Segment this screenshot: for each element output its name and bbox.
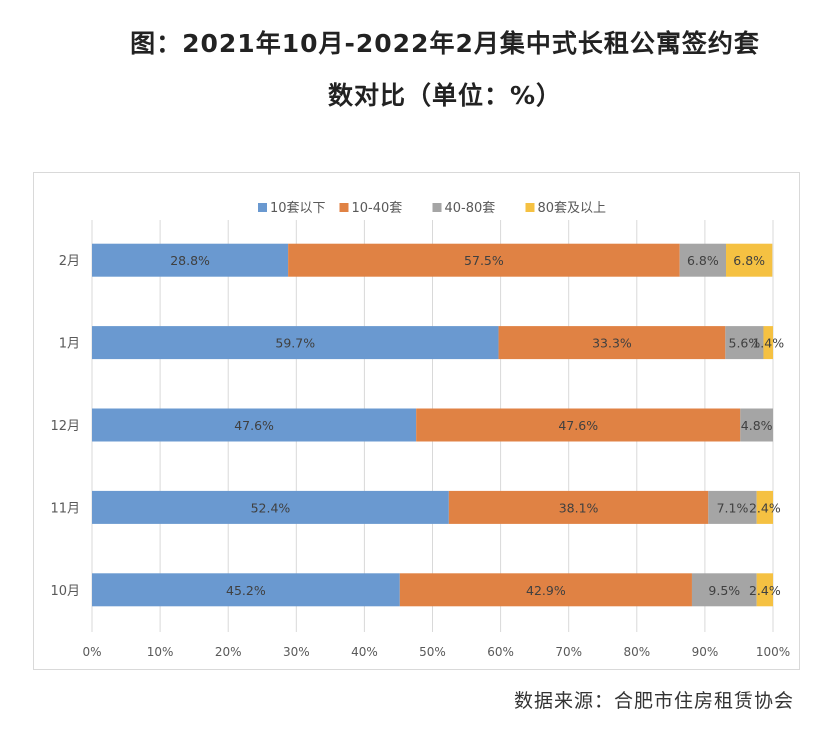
x-tick-label: 100% (756, 645, 790, 659)
bar-segment (756, 490, 773, 524)
legend-label: 10-40套 (352, 200, 403, 216)
chart-title-line2: 数对比（单位：%） (327, 81, 563, 110)
legend-label: 80套及以上 (538, 200, 607, 216)
data-label: 57.5% (464, 253, 504, 268)
data-label: 45.2% (226, 583, 266, 598)
source-note: 数据来源：合肥市住房租赁协会 (513, 690, 794, 712)
data-label: 1.4% (752, 336, 784, 351)
bar-segment (756, 573, 773, 607)
x-tick-label: 40% (351, 645, 378, 659)
x-tick-label: 90% (692, 645, 719, 659)
legend-swatch (339, 203, 349, 212)
y-category-label: 2月 (59, 254, 80, 269)
data-label: 6.8% (687, 253, 719, 268)
data-label: 47.6% (558, 418, 598, 433)
legend-swatch (432, 203, 442, 212)
bar-segment (740, 408, 773, 442)
bar-segment (448, 490, 709, 524)
x-tick-label: 80% (623, 645, 650, 659)
x-tick-label: 30% (283, 645, 310, 659)
data-label: 2.4% (749, 583, 781, 598)
bar-segment (92, 573, 400, 607)
bar-segment (691, 573, 757, 607)
data-label: 38.1% (559, 500, 599, 515)
legend-swatch (258, 203, 267, 212)
bar-segment (92, 326, 499, 360)
y-category-label: 11月 (50, 501, 80, 516)
data-label: 47.6% (234, 418, 274, 433)
data-label: 7.1% (717, 500, 749, 515)
x-tick-label: 60% (487, 645, 514, 659)
bar-segment (416, 408, 741, 442)
legend-label: 10套以下 (270, 200, 326, 216)
bar-segment (726, 243, 773, 277)
data-label: 5.6% (729, 336, 761, 351)
data-label: 6.8% (733, 253, 765, 268)
legend-label: 40-80套 (445, 200, 496, 216)
data-label: 52.4% (251, 500, 291, 515)
x-tick-label: 20% (215, 645, 242, 659)
bar-segment (92, 243, 289, 277)
data-label: 33.3% (592, 336, 632, 351)
bar-segment (498, 326, 726, 360)
bar-segment (708, 490, 757, 524)
y-category-label: 1月 (59, 337, 80, 352)
bar-segment (399, 573, 692, 607)
y-category-label: 12月 (50, 419, 80, 434)
y-category-label: 10月 (50, 584, 80, 599)
data-label: 42.9% (526, 583, 566, 598)
data-label: 2.4% (749, 500, 781, 515)
x-tick-label: 0% (82, 645, 101, 659)
bar-segment (725, 326, 764, 360)
data-label: 9.5% (708, 583, 740, 598)
x-tick-label: 50% (419, 645, 446, 659)
bar-segment (288, 243, 680, 277)
x-tick-label: 10% (147, 645, 174, 659)
legend-swatch (525, 203, 535, 212)
data-label: 59.7% (275, 336, 315, 351)
data-label: 28.8% (170, 253, 210, 268)
chart-title-line1: 图：2021年10月-2022年2月集中式长租公寓签约套 (130, 29, 760, 58)
bar-segment (763, 326, 773, 360)
bar-segment (92, 408, 417, 442)
bar-segment (679, 243, 727, 277)
bar-segment (92, 490, 449, 524)
data-label: 4.8% (741, 418, 773, 433)
chart-frame (33, 172, 800, 670)
x-tick-label: 70% (555, 645, 582, 659)
